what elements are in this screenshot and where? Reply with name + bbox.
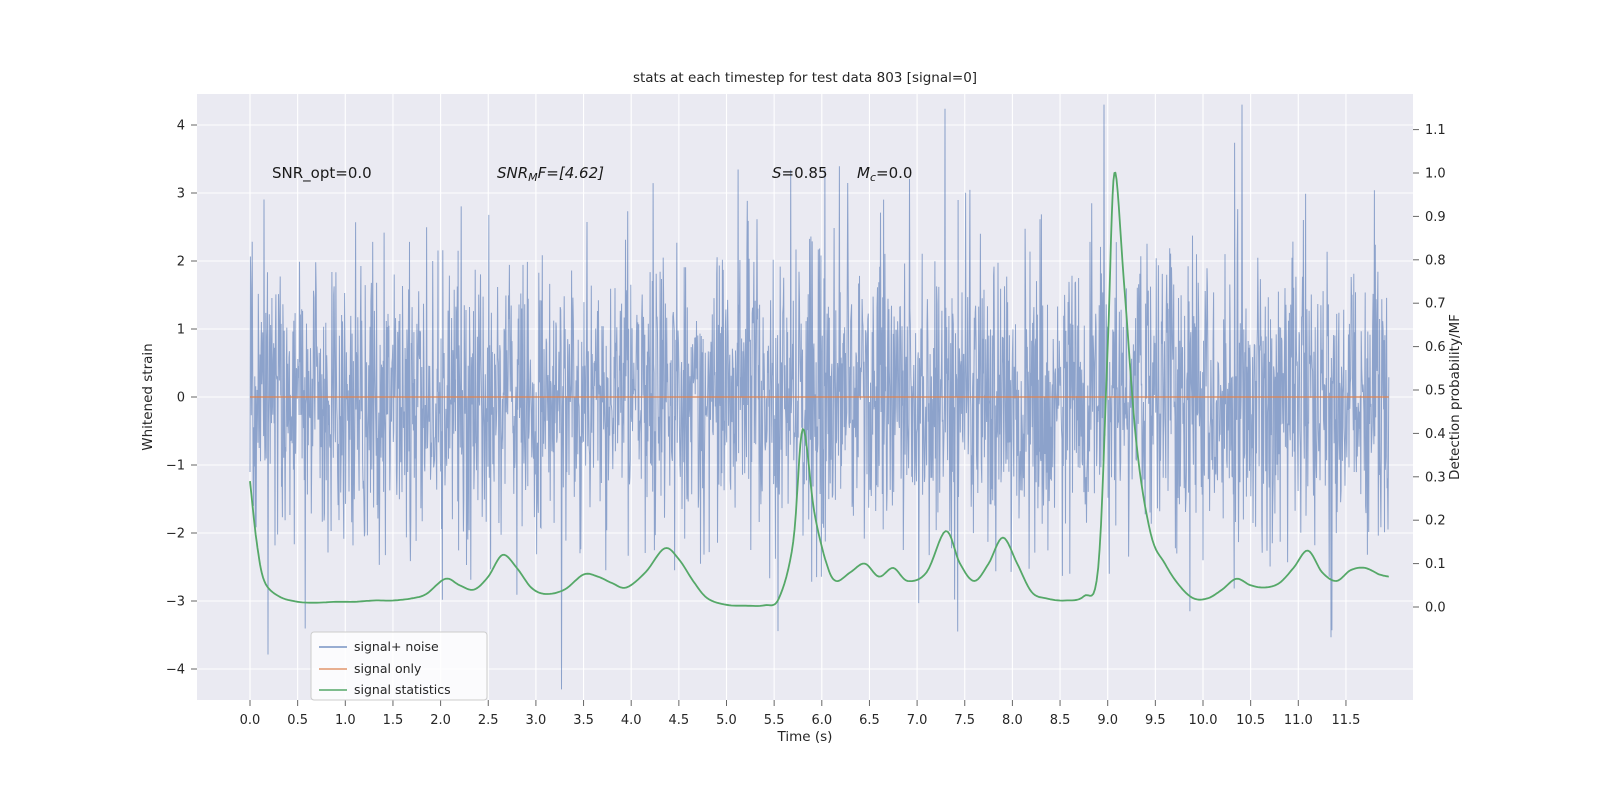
x-tick-label: 0.0 — [240, 713, 261, 728]
y-right-tick-label: 0.9 — [1425, 210, 1446, 225]
series-signal-plus-noise — [249, 104, 1390, 690]
x-tick-label: 8.0 — [1002, 713, 1023, 728]
y-right-tick-label: 0.5 — [1425, 384, 1446, 399]
x-tick-label: 4.0 — [621, 713, 642, 728]
x-tick-label: 6.5 — [859, 713, 880, 728]
x-tick-label: 1.0 — [335, 713, 356, 728]
series-signal-statistics — [249, 171, 1389, 607]
x-tick-label: 7.5 — [954, 713, 975, 728]
chart-title: stats at each timestep for test data 803… — [633, 70, 977, 86]
legend-box — [310, 631, 488, 701]
y-left-tick-label: −1 — [166, 459, 185, 474]
y-right-tick-label: 0.1 — [1425, 557, 1446, 572]
x-tick-label: 10.0 — [1189, 713, 1218, 728]
annotation-mc: Mc=0.0 — [857, 164, 912, 184]
legend: signal+ noise signal only signal statist… — [310, 631, 488, 701]
annotation-snr-opt: SNR_opt=0.0 — [272, 164, 372, 183]
y-left-tick-label: 2 — [177, 255, 185, 270]
x-tick-label: 10.5 — [1236, 713, 1265, 728]
x-tick-label: 2.5 — [478, 713, 499, 728]
x-tick-label: 5.5 — [764, 713, 785, 728]
y-right-tick-label: 0.2 — [1425, 514, 1446, 529]
y-left-tick-label: −4 — [166, 663, 185, 678]
x-tick-label: 8.5 — [1050, 713, 1071, 728]
x-tick-label: 9.5 — [1145, 713, 1166, 728]
x-tick-label: 9.0 — [1097, 713, 1118, 728]
x-tick-label: 4.5 — [669, 713, 690, 728]
legend-label-signal-noise: signal+ noise — [354, 639, 439, 654]
legend-label-signal-only: signal only — [354, 661, 422, 676]
y-left-tick-label: 0 — [177, 391, 185, 406]
y-left-tick-label: 4 — [177, 119, 185, 134]
x-tick-label: 7.0 — [907, 713, 928, 728]
y-right-tick-label: 0.7 — [1425, 297, 1446, 312]
y-left-tick-label: −3 — [166, 595, 185, 610]
y-axis-label-left: Whitened strain — [140, 343, 156, 450]
series-layer — [249, 104, 1390, 690]
y-left-tick-label: 1 — [177, 323, 185, 338]
y-right-tick-label: 1.1 — [1425, 123, 1446, 138]
y-right-tick-label: 1.0 — [1425, 167, 1446, 182]
y-axis-label-right: Detection probability/MF — [1447, 314, 1463, 480]
y-right-tick-label: 0.4 — [1425, 427, 1446, 442]
x-tick-label: 3.5 — [573, 713, 594, 728]
y-left-tick-label: −2 — [166, 527, 185, 542]
x-tick-label: 0.5 — [287, 713, 308, 728]
annotation-s: S=0.85 — [772, 164, 828, 182]
x-tick-label: 11.0 — [1284, 713, 1313, 728]
legend-label-signal-statistics: signal statistics — [354, 682, 451, 697]
x-tick-label: 2.0 — [430, 713, 451, 728]
x-tick-label: 3.0 — [526, 713, 547, 728]
y-right-tick-label: 0.8 — [1425, 253, 1446, 268]
x-tick-label: 11.5 — [1331, 713, 1360, 728]
x-tick-label: 5.0 — [716, 713, 737, 728]
y-left-tick-label: 3 — [177, 187, 185, 202]
x-tick-label: 6.0 — [811, 713, 832, 728]
x-axis-label: Time (s) — [777, 729, 833, 745]
y-right-tick-label: 0.6 — [1425, 340, 1446, 355]
annotation-snr-mf: SNRMF=[4.62] — [497, 164, 604, 184]
tick-layer: 0.0 0.5 1.0 1.5 2.0 2.5 3.0 3.5 4.0 4.5 5.0 5.5 6.0 6… — [166, 119, 1446, 729]
x-tick-label: 1.5 — [383, 713, 404, 728]
y-right-tick-label: 0.0 — [1425, 601, 1446, 616]
y-right-tick-label: 0.3 — [1425, 470, 1446, 485]
